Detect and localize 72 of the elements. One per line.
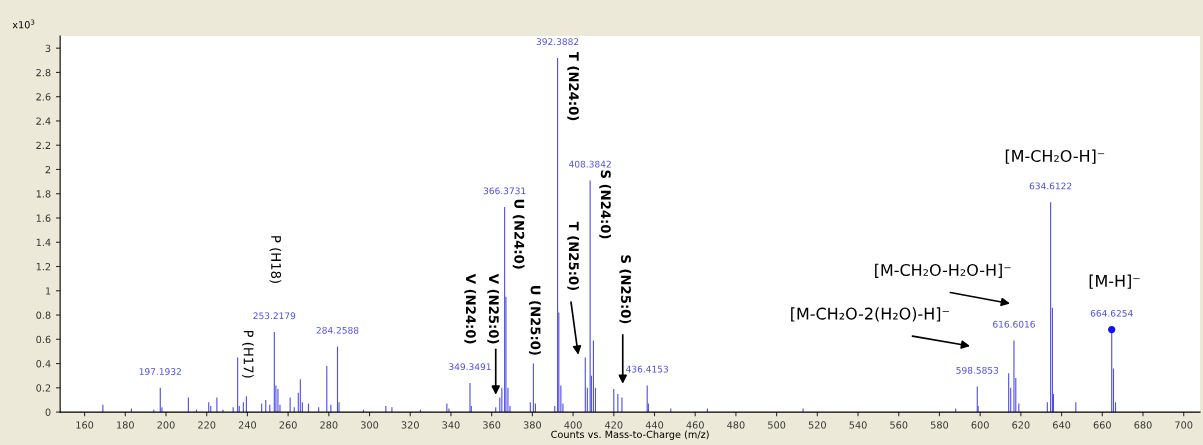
x-tick-label: 440 — [645, 421, 664, 429]
x-tick-label: 300 — [361, 421, 379, 429]
y-tick-label: 0.8 — [36, 311, 51, 319]
y-tick-label: 1.8 — [36, 190, 51, 198]
annotation: 408.3842 — [569, 160, 611, 168]
x-tick-label: 500 — [768, 421, 786, 429]
annotation: [M-H]⁻ — [1089, 274, 1140, 289]
y-tick-label: 0.2 — [36, 384, 51, 392]
y-tick-label: 0.6 — [36, 335, 51, 344]
x-tick-label: 540 — [849, 421, 867, 429]
annotation: 253.2179 — [253, 312, 296, 320]
y-tick-label: 2.2 — [36, 141, 51, 149]
annotation: S (N25:0) — [619, 255, 632, 324]
annotation: 197.1932 — [139, 368, 181, 375]
annotation: V (N24:0) — [464, 273, 477, 344]
annotation: 664.6254 — [1090, 309, 1133, 317]
y-tick-label: 1.2 — [36, 262, 51, 271]
annotation: 634.6122 — [1029, 182, 1072, 190]
annotation: [M-CH₂O-2(H₂O)-H]⁻ — [791, 307, 949, 322]
y-tick-label: 0 — [45, 408, 51, 416]
annotation: 349.3491 — [449, 363, 491, 371]
x-tick-label: 220 — [198, 421, 216, 429]
y-tick-label: 2 — [45, 165, 51, 174]
y-tick-label: 1.6 — [36, 214, 51, 222]
x-tick-label: 380 — [523, 421, 541, 429]
x-tick-label: 320 — [401, 421, 419, 429]
x-tick-label: 260 — [279, 421, 297, 429]
y-tick-label: 2.4 — [36, 117, 51, 125]
annotation: 366.3731 — [483, 187, 526, 195]
x-tick-label: 660 — [1093, 421, 1111, 429]
y-tick-label: 3 — [45, 44, 51, 53]
annotation: T (N25:0) — [567, 221, 580, 291]
y-axis-title: x10$^{3}$ — [12, 19, 35, 29]
x-tick-label: 680 — [1134, 421, 1152, 429]
annotation: 598.5853 — [956, 366, 999, 374]
x-tick-label: 180 — [117, 421, 134, 429]
x-axis-title: Counts vs. Mass-to-Charge (m/z) — [551, 430, 709, 440]
x-tick-label: 700 — [1175, 421, 1193, 429]
y-tick-label: 2.8 — [36, 68, 51, 77]
annotation: V (N25:0) — [487, 273, 500, 344]
x-tick-label: 480 — [727, 421, 745, 429]
x-tick-label: 520 — [808, 421, 826, 429]
y-tick-label: 1.4 — [36, 238, 51, 246]
x-tick-label: 280 — [320, 421, 338, 429]
x-tick-label: 240 — [238, 421, 257, 429]
x-tick-label: 620 — [1012, 421, 1030, 429]
y-tick-label: 2.6 — [36, 93, 51, 101]
x-tick-label: 200 — [157, 421, 175, 429]
annotation: 616.6016 — [993, 320, 1035, 328]
annotation: S (N24:0) — [599, 170, 611, 239]
annotation: [M-CH₂O-H₂O-H]⁻ — [875, 263, 1011, 278]
annotation: U (N24:0) — [512, 199, 525, 269]
x-tick-label: 340 — [442, 421, 460, 429]
x-tick-label: 160 — [76, 421, 94, 429]
x-tick-label: 600 — [971, 421, 989, 429]
annotation: U (N25:0) — [529, 285, 541, 355]
annotation: P (H17) — [242, 330, 254, 378]
annotation: 436.4153 — [626, 365, 669, 373]
x-tick-label: 640 — [1052, 421, 1071, 429]
annotation: [M-CH₂O-H]⁻ — [1005, 149, 1105, 164]
x-tick-label: 360 — [483, 421, 501, 429]
x-tick-label: 560 — [890, 421, 908, 429]
x-tick-label: 460 — [686, 421, 704, 429]
x-tick-label: 420 — [604, 421, 623, 429]
annotation: P (H18) — [269, 236, 282, 283]
x-tick-label: 400 — [564, 421, 582, 429]
annotation: T (N24:0) — [567, 51, 580, 121]
annotation: 392.3882 — [536, 38, 579, 46]
x-tick-label: 580 — [930, 421, 949, 429]
y-tick-label: 0.4 — [36, 360, 51, 368]
y-tick-label: 1 — [46, 287, 51, 295]
annotation: 284.2588 — [316, 326, 359, 334]
